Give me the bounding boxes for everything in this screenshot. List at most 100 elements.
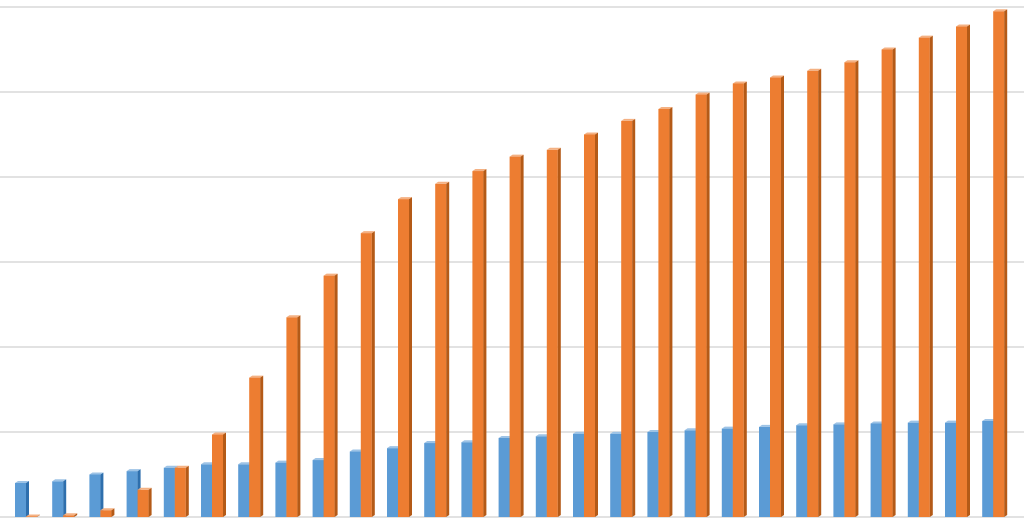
- bar-top-face: [621, 118, 636, 121]
- bar-series-1-3: [89, 472, 104, 517]
- bar-side-face: [111, 508, 115, 517]
- bar-side-face: [669, 107, 673, 517]
- bar-front-face: [212, 434, 223, 517]
- bar-top-face: [26, 514, 40, 517]
- bar-series-2-22: [807, 68, 822, 517]
- bar-top-face: [546, 147, 561, 150]
- bar-front-face: [881, 49, 893, 517]
- bar-series-2-19: [695, 92, 710, 518]
- bar-front-face: [360, 233, 372, 517]
- bar-top-face: [509, 154, 524, 157]
- bar-side-face: [334, 273, 338, 517]
- bar-top-face: [833, 422, 848, 425]
- bar-side-face: [100, 472, 104, 517]
- bar-front-face: [721, 428, 733, 517]
- bar-series-1-2: [52, 479, 67, 517]
- bar-top-face: [52, 479, 67, 482]
- bar-top-face: [732, 81, 747, 84]
- bar-front-face: [63, 515, 75, 517]
- bar-front-face: [647, 432, 659, 517]
- bar-front-face: [695, 94, 707, 518]
- bar-front-face: [312, 460, 324, 517]
- bar-front-face: [610, 433, 622, 517]
- bar-side-face: [632, 118, 636, 518]
- bar-front-face: [349, 451, 361, 517]
- bar-front-face: [584, 134, 595, 517]
- bar-series-2-11: [398, 197, 412, 517]
- bar-front-face: [732, 83, 744, 517]
- bar-top-face: [472, 169, 487, 172]
- bar-top-face: [770, 75, 784, 78]
- bar-top-face: [461, 440, 476, 443]
- bar-top-face: [844, 60, 859, 63]
- bar-top-face: [275, 460, 290, 463]
- bar-front-face: [238, 464, 250, 517]
- bar-side-face: [297, 315, 301, 517]
- bar-front-face: [546, 149, 558, 518]
- bar-front-face: [201, 464, 212, 517]
- bar-side-face: [74, 513, 78, 517]
- bar-side-face: [520, 154, 524, 517]
- bar-top-face: [100, 508, 115, 511]
- bar-top-face: [349, 449, 364, 452]
- bar-series-2-17: [621, 118, 636, 518]
- bar-series-2-12: [435, 181, 450, 518]
- bar-series-2-18: [658, 107, 673, 517]
- bar-series-2-4: [137, 487, 152, 517]
- bar-side-face: [818, 68, 822, 517]
- bar-series-2-9: [323, 273, 338, 517]
- bar-side-face: [409, 197, 412, 517]
- bar-series-2-25: [918, 35, 933, 517]
- bar-front-face: [621, 120, 633, 518]
- bar-front-face: [424, 443, 436, 517]
- bar-side-face: [1004, 9, 1008, 517]
- bar-top-face: [759, 424, 773, 427]
- bar-top-face: [610, 431, 625, 434]
- bar-front-face: [573, 433, 584, 517]
- bar-side-face: [63, 479, 67, 517]
- bar-side-face: [260, 375, 264, 517]
- bar-front-face: [844, 62, 856, 517]
- bar-side-face: [223, 432, 226, 517]
- bar-series-2-6: [212, 432, 226, 517]
- bar-front-face: [498, 437, 510, 517]
- bar-top-face: [249, 375, 264, 378]
- bar-front-face: [286, 317, 298, 517]
- bar-series-2-20: [732, 81, 747, 517]
- bar-front-face: [684, 430, 696, 517]
- bar-front-face: [993, 11, 1005, 517]
- bar-side-face: [967, 24, 970, 518]
- bar-top-face: [163, 465, 178, 468]
- bar-top-face: [993, 9, 1008, 12]
- bar-top-face: [907, 420, 922, 423]
- bar-top-face: [647, 430, 662, 432]
- bar-front-face: [759, 426, 770, 517]
- bar-top-face: [945, 420, 959, 423]
- bar-top-face: [796, 423, 811, 426]
- bar-front-face: [982, 420, 994, 517]
- bar-top-face: [89, 472, 104, 475]
- bar-front-face: [770, 77, 781, 518]
- bar-top-face: [63, 513, 78, 516]
- bar-series-2-3: [100, 508, 115, 517]
- bar-side-face: [446, 181, 450, 518]
- bar-front-face: [535, 436, 547, 517]
- bar-side-face: [371, 231, 375, 517]
- bar-front-face: [918, 37, 930, 517]
- bar-side-face: [557, 147, 561, 518]
- bar-front-face: [461, 442, 473, 517]
- bar-front-face: [870, 423, 882, 517]
- bar-front-face: [163, 467, 175, 517]
- bar-front-face: [945, 422, 956, 517]
- bar-top-face: [360, 231, 375, 234]
- bar-front-face: [249, 377, 261, 517]
- bar-series-2-10: [360, 231, 375, 517]
- bar-front-face: [174, 467, 186, 517]
- bar-front-face: [100, 510, 112, 517]
- bar-side-face: [595, 132, 598, 517]
- bars: [15, 9, 1008, 518]
- bar-top-face: [658, 107, 673, 109]
- bar-top-face: [201, 462, 215, 465]
- bar-series-2-7: [249, 375, 264, 517]
